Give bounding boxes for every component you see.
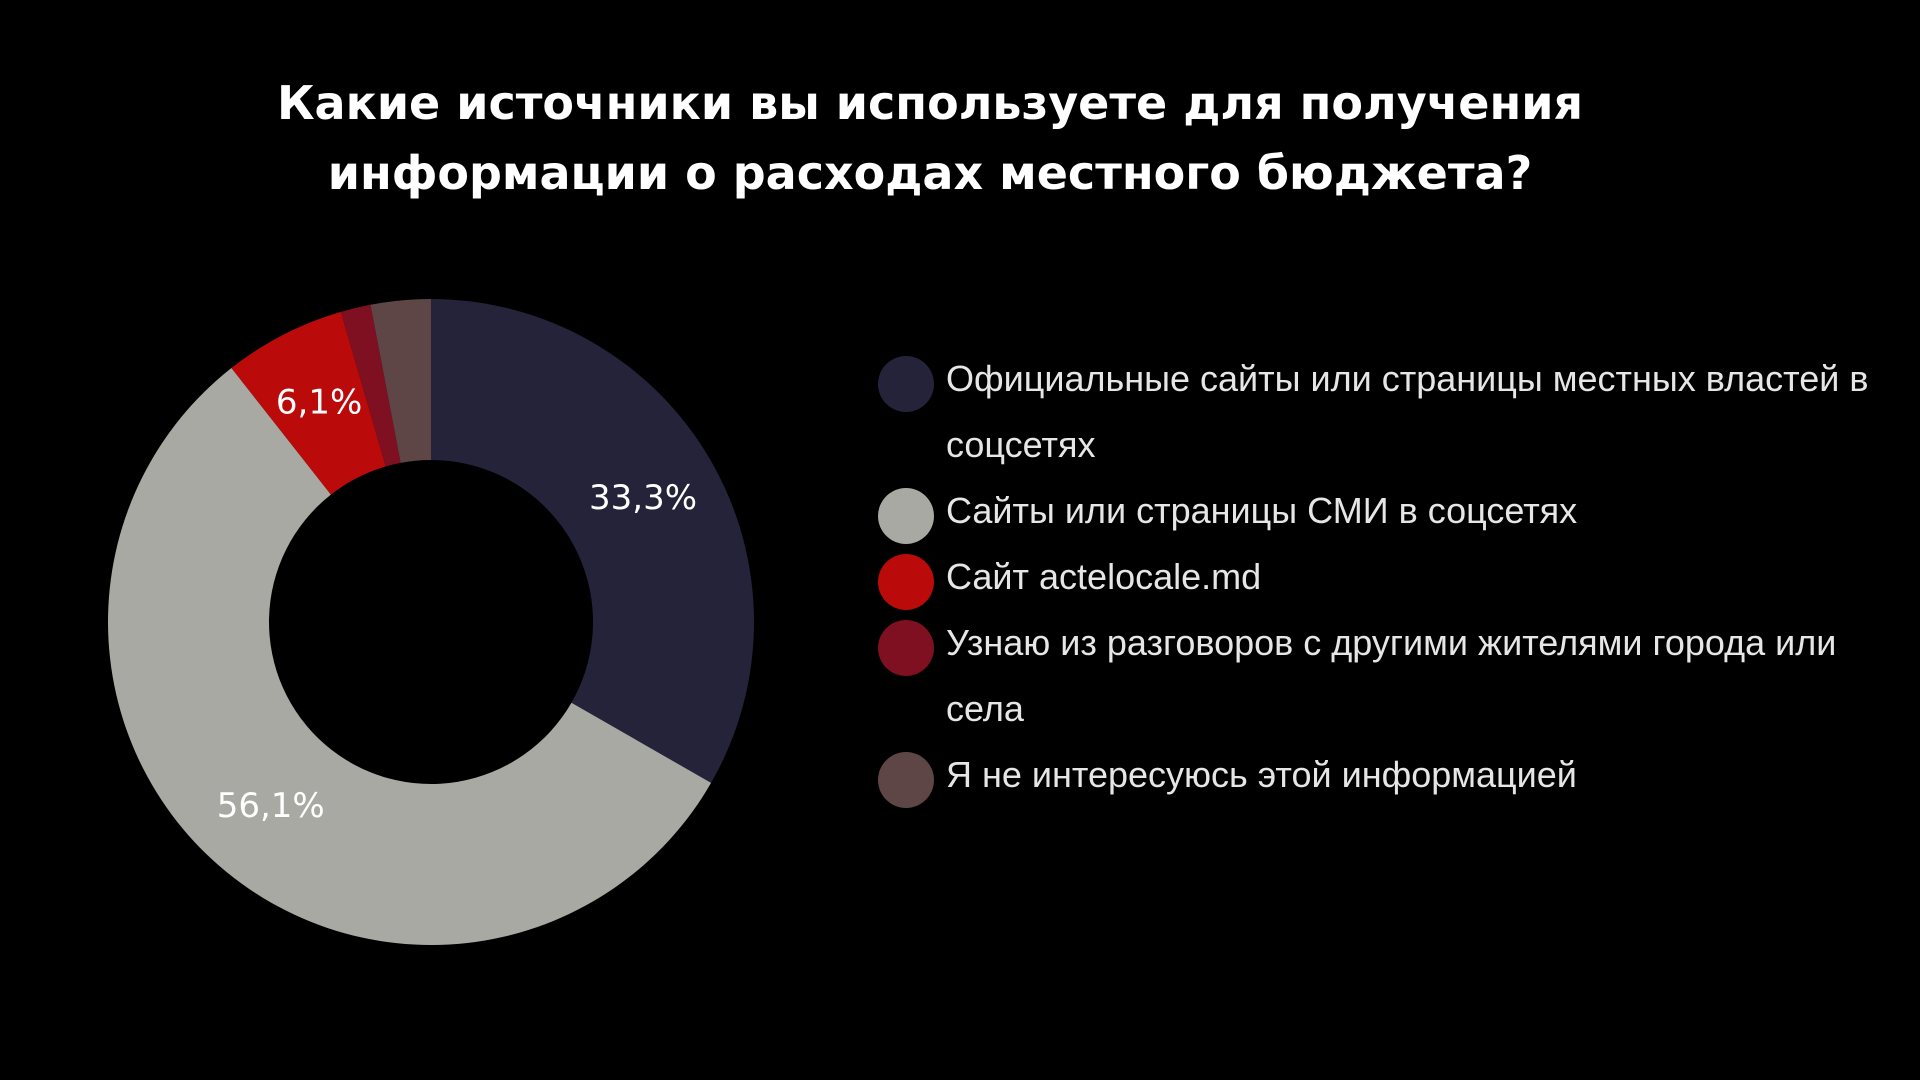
- legend-label-2: Сайты или страницы СМИ в соцсетях: [946, 490, 1578, 531]
- donut-slice-1: [431, 299, 755, 783]
- donut-slice-4: [340, 304, 401, 467]
- legend-swatch-5: [878, 752, 934, 808]
- legend-item-2: Сайты или страницы СМИ в соцсетях: [878, 478, 1878, 544]
- legend-swatch-3: [878, 554, 934, 610]
- legend-label-4: Узнаю из разговоров с другими жителями г…: [946, 622, 1837, 729]
- legend-item-5: Я не интересуюсь этой информацией: [878, 742, 1878, 808]
- legend-label-5: Я не интересуюсь этой информацией: [946, 754, 1577, 795]
- chart-title: Какие источники вы используете для получ…: [276, 76, 1584, 200]
- donut-slice-5: [370, 299, 431, 463]
- legend-item-4: Узнаю из разговоров с другими жителями г…: [878, 610, 1878, 742]
- legend-swatch-2: [878, 488, 934, 544]
- legend-item-3: Сайт actelocale.md: [878, 544, 1878, 610]
- legend-item-1: Официальные сайты или страницы местных в…: [878, 346, 1878, 478]
- donut-slice-3: [231, 311, 386, 495]
- slice-value-label-1: 33,3%: [589, 478, 697, 518]
- legend-swatch-4: [878, 620, 934, 676]
- chart-legend: Официальные сайты или страницы местных в…: [878, 346, 1878, 808]
- slice-value-label-3: 6,1%: [276, 383, 362, 423]
- legend-label-1: Официальные сайты или страницы местных в…: [946, 358, 1869, 465]
- slice-value-label-2: 56,1%: [217, 786, 325, 826]
- donut-slice-2: [108, 368, 712, 946]
- legend-swatch-1: [878, 356, 934, 412]
- legend-label-3: Сайт actelocale.md: [946, 556, 1262, 597]
